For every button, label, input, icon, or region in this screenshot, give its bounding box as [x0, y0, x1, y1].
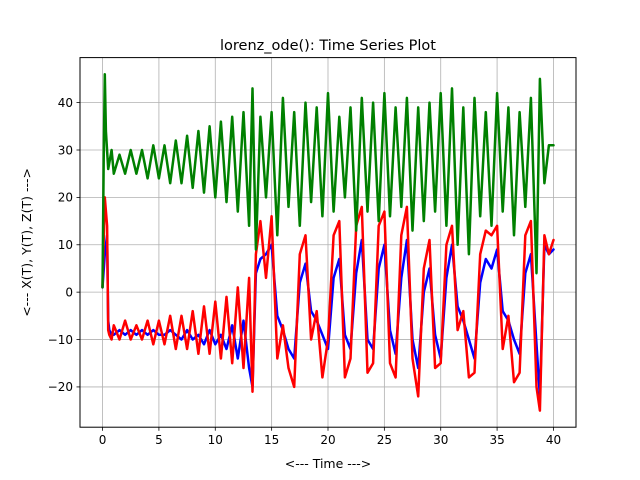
y-tick-label: −10 [48, 333, 73, 347]
x-tick-label: 10 [208, 433, 223, 447]
y-tick-label: −20 [48, 380, 73, 394]
x-tick-label: 20 [320, 433, 335, 447]
chart-title: lorenz_ode(): Time Series Plot [220, 38, 436, 54]
y-tick-label: 20 [58, 191, 73, 205]
x-tick-label: 25 [377, 433, 392, 447]
x-axis-label: <--- Time ---> [285, 456, 372, 471]
series-y-line [101, 196, 555, 412]
y-tick-label: 30 [58, 143, 73, 157]
y-axis-label: <--- X(T), Y(T), Z(T) ---> [19, 168, 34, 317]
y-axis-ticks: −20 −10 0 10 20 30 40 [48, 96, 80, 394]
x-tick-label: 15 [264, 433, 279, 447]
x-tick-label: 40 [546, 433, 561, 447]
x-tick-label: 35 [489, 433, 504, 447]
series-z-line [101, 72, 555, 289]
y-tick-label: 10 [58, 238, 73, 252]
y-tick-label: 0 [65, 285, 73, 299]
x-tick-label: 0 [99, 433, 107, 447]
x-axis-ticks: 0 5 10 15 20 25 30 35 40 [99, 427, 561, 447]
x-tick-label: 5 [155, 433, 163, 447]
series-layer [101, 72, 555, 412]
y-tick-label: 40 [58, 96, 73, 110]
x-tick-label: 30 [433, 433, 448, 447]
